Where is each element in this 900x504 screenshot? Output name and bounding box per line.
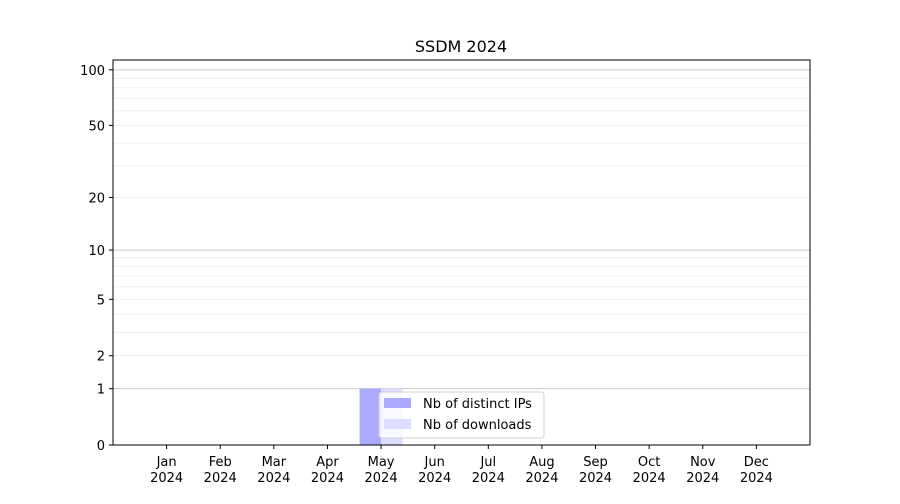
x-tick-label: Jan 2024 bbox=[150, 455, 183, 486]
bar-nb-of-distinct-ips bbox=[359, 388, 382, 445]
x-tick-label: Feb 2024 bbox=[204, 455, 237, 486]
legend-label: Nb of downloads bbox=[423, 418, 532, 433]
y-tick-label: 2 bbox=[97, 350, 105, 365]
y-tick-label: 20 bbox=[88, 192, 105, 207]
y-tick-label: 10 bbox=[88, 244, 105, 259]
x-tick-label: May 2024 bbox=[365, 455, 398, 486]
axes-frame bbox=[112, 59, 811, 446]
y-tick-label: 5 bbox=[97, 293, 105, 308]
chart-title: SSDM 2024 bbox=[415, 37, 507, 56]
x-tick-label: Dec 2024 bbox=[740, 455, 773, 486]
legend-swatch bbox=[384, 398, 411, 408]
x-tick-label: Mar 2024 bbox=[257, 455, 290, 486]
y-tick-label: 50 bbox=[88, 119, 105, 134]
x-tick-label: Apr 2024 bbox=[311, 455, 344, 486]
x-tick-label: Nov 2024 bbox=[686, 455, 719, 486]
y-tick-label: 100 bbox=[80, 64, 105, 79]
y-tick-label: 1 bbox=[97, 383, 105, 398]
legend-swatch bbox=[384, 419, 411, 429]
x-tick-label: Jun 2024 bbox=[418, 455, 451, 486]
x-tick-label: Oct 2024 bbox=[633, 455, 666, 486]
legend-label: Nb of distinct IPs bbox=[423, 397, 532, 412]
legend-box bbox=[378, 391, 545, 439]
x-tick-label: Jul 2024 bbox=[472, 455, 505, 486]
x-tick-label: Sep 2024 bbox=[579, 455, 612, 486]
y-tick-label: 0 bbox=[97, 439, 105, 454]
x-tick-label: Aug 2024 bbox=[525, 455, 558, 486]
